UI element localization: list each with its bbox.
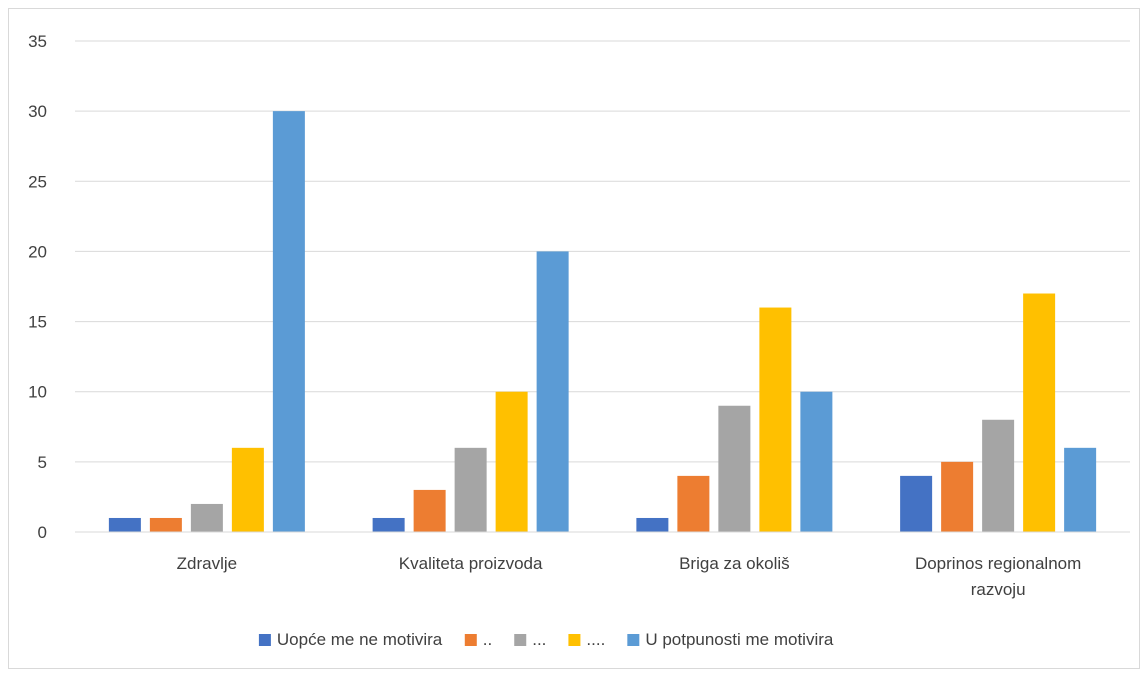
y-tick-label: 25	[28, 172, 47, 191]
y-tick-label: 0	[38, 523, 47, 542]
y-tick-label: 5	[38, 453, 47, 472]
bar	[455, 448, 487, 532]
legend-label: U potpunosti me motivira	[645, 630, 834, 649]
bar	[109, 518, 141, 532]
bar	[150, 518, 182, 532]
bar	[373, 518, 405, 532]
y-tick-label: 35	[28, 32, 47, 51]
bar	[718, 406, 750, 532]
bar	[496, 392, 528, 532]
legend: Uopće me ne motivira......... U potpunost…	[259, 630, 834, 649]
bar	[537, 251, 569, 532]
bar	[414, 490, 446, 532]
bar	[1023, 294, 1055, 532]
y-tick-label: 20	[28, 242, 47, 261]
x-category-label: Kvaliteta proizvoda	[399, 554, 543, 573]
legend-label: Uopće me ne motivira	[277, 630, 443, 649]
legend-swatch	[568, 634, 580, 646]
bar	[677, 476, 709, 532]
bar	[800, 392, 832, 532]
y-tick-label: 30	[28, 102, 47, 121]
bar	[982, 420, 1014, 532]
bar	[941, 462, 973, 532]
legend-label: ....	[586, 630, 605, 649]
x-category-label: Briga za okoliš	[679, 554, 790, 573]
bar	[636, 518, 668, 532]
x-axis-labels: Zdravlje Kvaliteta proizvoda Briga za okol…	[177, 554, 1082, 599]
x-category-label: Doprinos regionalnom	[915, 554, 1081, 573]
legend-swatch	[627, 634, 639, 646]
gridlines	[75, 41, 1130, 462]
bar	[1064, 448, 1096, 532]
legend-label: ..	[483, 630, 492, 649]
bar	[232, 448, 264, 532]
legend-label: ...	[532, 630, 546, 649]
bar	[273, 111, 305, 532]
legend-swatch	[259, 634, 271, 646]
bar	[900, 476, 932, 532]
y-tick-label: 15	[28, 313, 47, 332]
y-tick-label: 10	[28, 383, 47, 402]
x-category-label: Zdravlje	[177, 554, 237, 573]
x-category-label: razvoju	[971, 580, 1026, 599]
y-axis: 0 5 10 15 20 25 30 35	[28, 32, 47, 542]
bar	[759, 308, 791, 532]
bar	[191, 504, 223, 532]
legend-swatch	[465, 634, 477, 646]
legend-swatch	[514, 634, 526, 646]
